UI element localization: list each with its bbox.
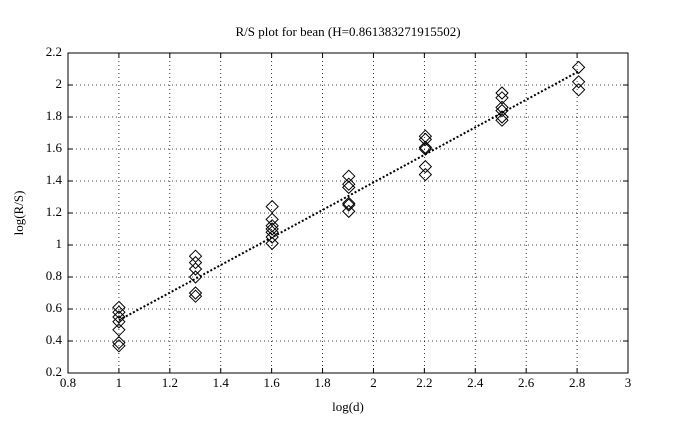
x-tick-label: 2.8 bbox=[569, 375, 585, 390]
x-axis-label: log(d) bbox=[332, 399, 364, 414]
data-point bbox=[112, 339, 126, 353]
data-point bbox=[495, 103, 509, 118]
data-point bbox=[418, 129, 433, 143]
y-tick-label: 1 bbox=[56, 236, 63, 251]
data-point bbox=[342, 177, 356, 191]
data-point bbox=[112, 335, 126, 350]
data-point bbox=[495, 86, 509, 100]
data-point bbox=[265, 225, 279, 239]
data-point bbox=[112, 305, 126, 319]
x-tick-label: 2.2 bbox=[416, 375, 432, 390]
data-point bbox=[265, 219, 279, 233]
data-point bbox=[265, 212, 279, 227]
y-tick-label: 1.2 bbox=[46, 204, 62, 219]
data-point bbox=[571, 60, 586, 75]
y-tick-label: 2 bbox=[56, 76, 63, 91]
data-point bbox=[342, 196, 356, 211]
x-tick-label: 2.6 bbox=[518, 375, 535, 390]
data-point bbox=[342, 169, 356, 183]
y-tick-label: 1.4 bbox=[46, 172, 63, 187]
chart-title: R/S plot for bean (H=0.861383271915502) bbox=[235, 24, 460, 39]
data-point bbox=[265, 199, 279, 214]
data-point bbox=[418, 142, 433, 156]
y-tick-label: 0.4 bbox=[46, 332, 63, 347]
data-point bbox=[571, 75, 586, 89]
data-point bbox=[188, 289, 203, 303]
data-point bbox=[265, 222, 279, 236]
x-tick-label: 2.4 bbox=[467, 375, 484, 390]
data-point bbox=[112, 323, 126, 337]
fit-line bbox=[118, 70, 580, 322]
data-point bbox=[188, 286, 203, 300]
plot-frame bbox=[67, 52, 629, 374]
data-point bbox=[342, 204, 356, 219]
y-tick-label: 1.6 bbox=[46, 140, 63, 155]
x-tick-label: 1.4 bbox=[213, 375, 230, 390]
data-point bbox=[112, 315, 126, 329]
data-point bbox=[265, 236, 279, 251]
data-point bbox=[495, 110, 509, 124]
y-tick-label: 1.8 bbox=[46, 108, 62, 123]
y-tick-label: 0.2 bbox=[46, 364, 62, 379]
data-point bbox=[188, 262, 203, 276]
y-tick-label: 0.8 bbox=[46, 268, 62, 283]
data-point bbox=[418, 132, 433, 147]
x-tick-label: 3 bbox=[625, 375, 632, 390]
x-tick-label: 1 bbox=[116, 375, 123, 390]
x-tick-label: 1.2 bbox=[162, 375, 178, 390]
data-point bbox=[495, 91, 509, 105]
data-point bbox=[342, 198, 356, 212]
data-point bbox=[188, 255, 203, 270]
data-point bbox=[418, 159, 433, 174]
data-point bbox=[188, 270, 203, 284]
data-point bbox=[265, 230, 279, 244]
data-point bbox=[188, 249, 203, 263]
x-tick-label: 0.8 bbox=[60, 375, 76, 390]
y-axis-label: log(R/S) bbox=[11, 191, 26, 236]
data-point bbox=[112, 310, 126, 324]
y-tick-label: 0.6 bbox=[46, 300, 63, 315]
data-point bbox=[571, 83, 586, 97]
x-tick-label: 2 bbox=[370, 375, 377, 390]
data-point bbox=[342, 180, 356, 195]
x-tick-label: 1.6 bbox=[264, 375, 281, 390]
data-point bbox=[495, 100, 509, 115]
x-tick-label: 1.8 bbox=[314, 375, 330, 390]
data-point bbox=[112, 300, 126, 315]
data-point bbox=[495, 113, 509, 127]
data-point bbox=[418, 140, 433, 155]
data-point bbox=[418, 167, 433, 182]
y-tick-label: 2.2 bbox=[46, 44, 62, 59]
